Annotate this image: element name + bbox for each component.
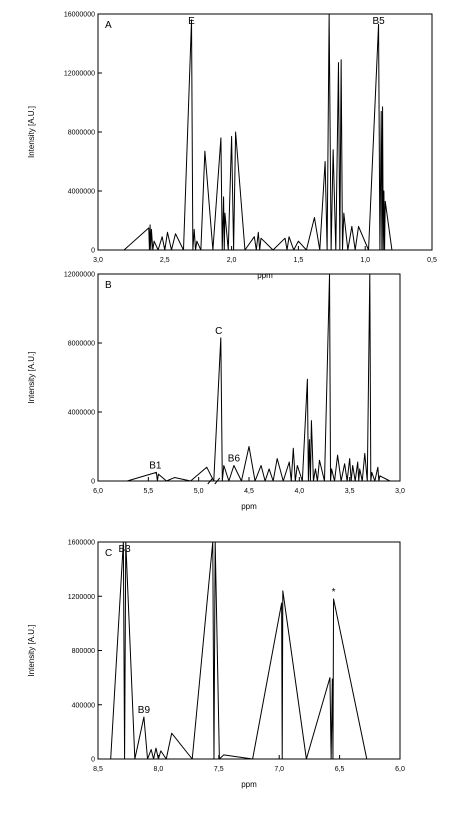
plot-frame (97, 273, 401, 482)
x-tick-label: 6,5 (335, 766, 345, 773)
peak-annotation-0: C (215, 326, 222, 337)
y-axis-label: Intensity [A.U.] (27, 351, 36, 403)
y-tick-label: 8000000 (68, 130, 95, 137)
x-axis-label: ppm (241, 502, 257, 511)
x-tick-label: 8,5 (93, 766, 103, 773)
spectrum-line-0 (97, 541, 401, 760)
x-tick-label: 4,5 (244, 488, 254, 495)
peak-annotation-1: B1 (149, 460, 162, 471)
chart-panel-C: 0 400000 800000 1200000 1600000 8,5 8,0 7,5 7,0 6… (27, 540, 405, 790)
x-tick-label: 1,5 (294, 257, 304, 264)
x-tick-label: 2,0 (227, 257, 237, 264)
peak-annotation-0: B3 (118, 544, 131, 555)
plot-frame (97, 541, 401, 760)
x-tick-label: 5,5 (143, 488, 153, 495)
x-tick-label: 4,0 (294, 488, 304, 495)
x-tick-label: 6,0 (93, 488, 103, 495)
y-tick-label: 0 (91, 479, 95, 486)
axis-break-mark (214, 477, 221, 485)
y-tick-label: 8000000 (68, 341, 95, 348)
peak-annotation-2: * (332, 587, 336, 598)
x-axis-label: ppm (257, 271, 273, 280)
y-tick-label: 1600000 (68, 540, 95, 547)
x-tick-label: 7,5 (214, 766, 224, 773)
peak-annotation-1: B5 (372, 16, 385, 27)
x-tick-label: 1,0 (360, 257, 370, 264)
x-tick-label: 3,0 (93, 257, 103, 264)
peak-annotation-1: B9 (138, 705, 151, 716)
x-tick-label: 8,0 (154, 766, 164, 773)
y-tick-label: 12000000 (64, 71, 95, 78)
spectrum-line-0 (98, 13, 426, 251)
x-tick-label: 6,0 (395, 766, 405, 773)
y-axis-label: Intensity [A.U.] (27, 624, 36, 676)
x-tick-label: 2,5 (160, 257, 170, 264)
panel-label: B (105, 280, 112, 291)
panel-label: A (105, 20, 112, 31)
panel-label: C (105, 548, 112, 559)
x-tick-label: 7,0 (274, 766, 284, 773)
x-tick-label: 3,5 (345, 488, 355, 495)
chart-panel-A: 0 4000000 8000000 12000000 16000000 3,0 2,5 2,0… (27, 12, 437, 281)
y-tick-label: 400000 (72, 702, 95, 709)
x-axis-label: ppm (241, 780, 257, 789)
y-axis-label: Intensity [A.U.] (27, 106, 36, 158)
spectrum-line-0 (97, 273, 401, 482)
peak-annotation-0: E (188, 16, 195, 27)
y-tick-label: 800000 (72, 648, 95, 655)
y-tick-label: 12000000 (64, 272, 95, 279)
chart-panel-B: 0 4000000 8000000 12000000 6,0 5,5 5,0 4,5 4,0 3,… (27, 272, 405, 512)
x-tick-label: 0,5 (427, 257, 437, 264)
y-tick-label: 4000000 (68, 189, 95, 196)
y-tick-label: 0 (91, 248, 95, 255)
y-tick-label: 16000000 (64, 12, 95, 19)
axis-break-mark (207, 477, 214, 485)
y-tick-label: 4000000 (68, 410, 95, 417)
y-tick-label: 1200000 (68, 594, 95, 601)
x-tick-label: 3,0 (395, 488, 405, 495)
x-tick-label: 5,0 (194, 488, 204, 495)
peak-annotation-2: B6 (228, 453, 241, 464)
y-tick-label: 0 (91, 757, 95, 764)
